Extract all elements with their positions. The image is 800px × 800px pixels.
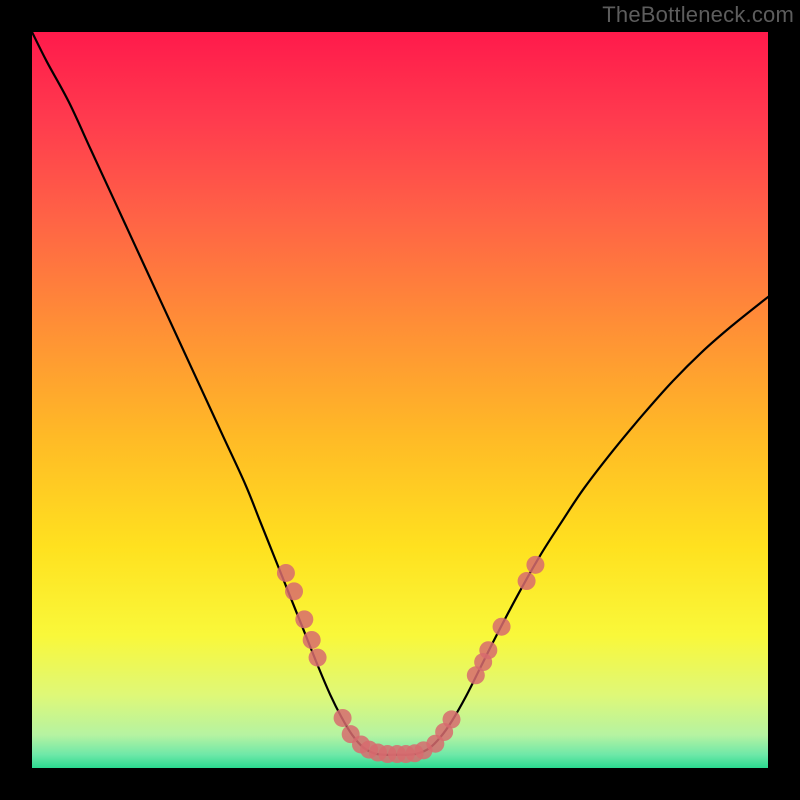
data-marker	[309, 649, 327, 667]
stage: TheBottleneck.com	[0, 0, 800, 800]
data-marker	[295, 610, 313, 628]
data-marker	[479, 641, 497, 659]
data-marker	[334, 709, 352, 727]
data-marker	[493, 618, 511, 636]
plot-area	[32, 32, 768, 768]
data-marker	[303, 631, 321, 649]
bottleneck-curve	[32, 32, 768, 755]
data-marker	[285, 582, 303, 600]
bottleneck-curve-chart	[32, 32, 768, 768]
data-marker	[443, 710, 461, 728]
data-marker	[518, 572, 536, 590]
data-marker	[277, 564, 295, 582]
watermark-text: TheBottleneck.com	[602, 2, 794, 28]
data-marker	[526, 556, 544, 574]
